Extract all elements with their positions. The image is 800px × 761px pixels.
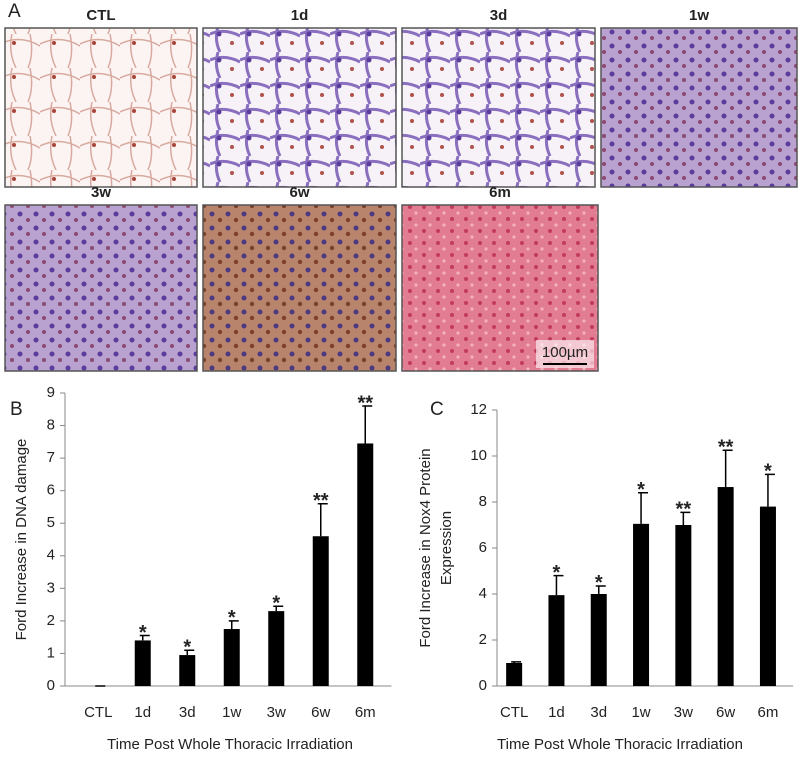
- error-bar: [511, 661, 522, 663]
- x-tick-label: 6w: [716, 704, 735, 721]
- y-axis-title: Ford Increase in DNA damage: [13, 439, 30, 641]
- y-tick-label: 7: [47, 449, 55, 466]
- x-tick-label: CTL: [84, 704, 112, 721]
- x-axis-title: Time Post Whole Thoracic Irradiation: [497, 736, 743, 753]
- error-bar: [553, 574, 564, 596]
- bar: [675, 525, 692, 686]
- panel-a: A: [8, 1, 21, 22]
- image-label: 1d: [291, 7, 309, 24]
- bar: [548, 595, 565, 686]
- y-tick-label: 6: [479, 539, 487, 556]
- y-tick-label: 1: [47, 644, 55, 661]
- x-tick-label: 1d: [548, 704, 565, 721]
- significance: *: [553, 562, 561, 584]
- image-label: 6w: [289, 184, 309, 201]
- x-tick-label: 3w: [267, 704, 286, 721]
- x-tick-label: CTL: [500, 704, 528, 721]
- bar: [590, 594, 607, 686]
- bar: [357, 443, 374, 686]
- micrograph: [600, 27, 798, 188]
- micrograph: [202, 204, 397, 372]
- y-tick-label: 2: [479, 631, 487, 648]
- significance: *: [228, 607, 236, 629]
- y-axis-title: Ford Increase in Nox4 Protein: [417, 448, 434, 647]
- y-tick-label: 12: [470, 401, 487, 418]
- error-bar: [680, 511, 691, 525]
- significance: **: [357, 392, 373, 414]
- error-bar: [139, 634, 150, 641]
- x-tick-label: 6m: [758, 704, 779, 721]
- significance: *: [637, 479, 645, 501]
- panel-label: C: [430, 399, 444, 420]
- micrograph: [4, 204, 198, 372]
- bar: [223, 629, 240, 686]
- y-tick-label: 10: [470, 447, 487, 464]
- bar: [312, 536, 329, 686]
- x-tick-label: 1d: [134, 704, 151, 721]
- x-tick-label: 1w: [631, 704, 650, 721]
- error-bar: [184, 649, 195, 656]
- x-tick-label: 3d: [179, 704, 196, 721]
- significance: *: [764, 461, 772, 483]
- y-tick-label: 3: [47, 579, 55, 596]
- error-bar: [228, 620, 239, 630]
- significance: **: [718, 437, 734, 459]
- bar: [759, 506, 776, 686]
- bar: [179, 655, 196, 686]
- y-tick-label: 9: [47, 384, 55, 401]
- panel-label: B: [10, 399, 23, 420]
- image-label: 1w: [689, 7, 709, 24]
- bar: [506, 663, 523, 686]
- x-tick-label: 1w: [222, 704, 241, 721]
- y-tick-label: 0: [47, 677, 55, 694]
- y-tick-label: 6: [47, 482, 55, 499]
- x-tick-label: 3d: [590, 704, 607, 721]
- significance: *: [272, 593, 280, 615]
- y-tick-label: 4: [47, 547, 55, 564]
- y-tick-label: 8: [47, 417, 55, 434]
- bar: [134, 640, 151, 686]
- error-bar: [764, 473, 775, 507]
- error-bar: [722, 449, 733, 488]
- image-label: 6m: [489, 184, 511, 201]
- error-bar: [362, 405, 373, 444]
- scale-bar-label: 100µm: [542, 344, 588, 361]
- y-tick-label: 4: [479, 585, 487, 602]
- micrograph: [4, 27, 198, 188]
- y-tick-label: 8: [479, 493, 487, 510]
- x-tick-label: 3w: [674, 704, 693, 721]
- bar: [633, 523, 650, 686]
- image-label: CTL: [86, 7, 115, 24]
- significance: **: [313, 490, 329, 512]
- error-bar: [273, 605, 284, 612]
- x-axis-title: Time Post Whole Thoracic Irradiation: [107, 736, 353, 753]
- y-tick-label: 0: [479, 677, 487, 694]
- image-label: 3w: [91, 184, 111, 201]
- panel-label: A: [8, 1, 21, 22]
- significance: *: [595, 572, 603, 594]
- micrograph: [202, 27, 397, 188]
- bar: [717, 487, 734, 686]
- image-label: 3d: [490, 7, 508, 24]
- significance: *: [139, 622, 147, 644]
- y-tick-label: 5: [47, 514, 55, 531]
- micrograph: [401, 27, 596, 188]
- error-bar: [317, 502, 328, 537]
- significance: **: [676, 499, 692, 521]
- y-tick-label: 2: [47, 612, 55, 629]
- error-bar: [638, 492, 649, 524]
- x-tick-label: 6m: [355, 704, 376, 721]
- error-bar: [595, 585, 606, 594]
- y-axis-title: Expression: [438, 511, 455, 585]
- bar: [268, 611, 285, 686]
- x-tick-label: 6w: [311, 704, 330, 721]
- significance: *: [183, 636, 191, 658]
